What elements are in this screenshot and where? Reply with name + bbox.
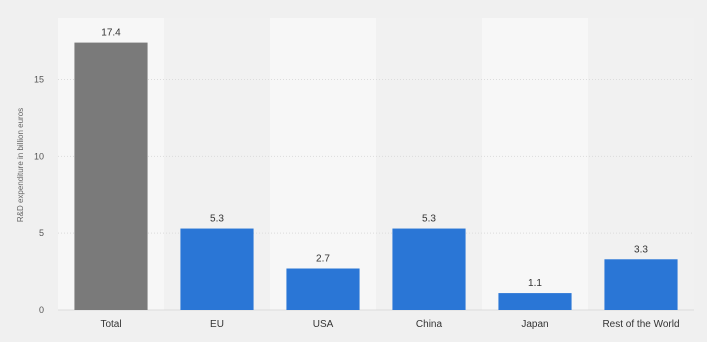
value-label: 1.1: [528, 278, 542, 289]
y-axis-ticks: 0 5 10 15: [34, 74, 44, 315]
bar: [498, 293, 572, 310]
value-label: 2.7: [316, 254, 330, 265]
y-tick-label: 5: [39, 228, 44, 238]
x-tick-label: Japan: [521, 319, 548, 330]
x-axis-labels: Total EU USA China Japan Rest of the World: [100, 319, 679, 330]
x-tick-label: Total: [100, 319, 121, 330]
plot-band: [270, 18, 376, 310]
y-tick-label: 10: [34, 151, 44, 161]
bars: [74, 42, 678, 310]
value-label: 17.4: [101, 28, 121, 39]
grid-lines: [58, 78, 694, 311]
x-tick-label: Rest of the World: [602, 319, 679, 330]
value-label: 5.3: [210, 214, 224, 225]
bar: [74, 42, 148, 310]
y-axis-title: R&D expenditure in billion euros: [16, 108, 25, 222]
bar: [286, 268, 360, 310]
value-label: 5.3: [422, 214, 436, 225]
value-labels: 17.4 5.3 2.7 5.3 1.1 3.3: [101, 28, 648, 290]
value-label: 3.3: [634, 244, 648, 255]
x-tick-label: EU: [210, 319, 224, 330]
bar: [392, 228, 466, 310]
y-tick-label: 0: [39, 305, 44, 315]
x-tick-label: China: [416, 319, 443, 330]
bar: [604, 259, 678, 310]
y-tick-label: 15: [34, 74, 44, 84]
plot-band: [482, 18, 588, 310]
plot-bands: [58, 18, 694, 310]
bar: [180, 228, 254, 310]
x-tick-label: USA: [313, 319, 334, 330]
